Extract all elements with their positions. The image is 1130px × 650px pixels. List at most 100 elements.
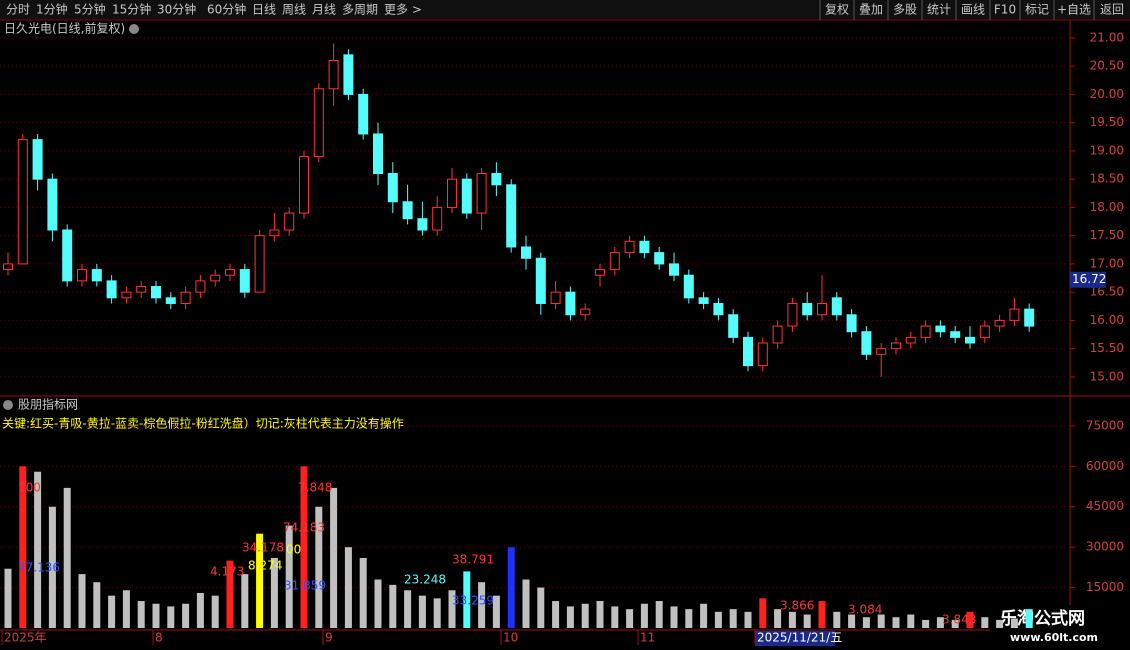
volume-bar xyxy=(78,574,86,628)
volume-bar xyxy=(522,579,530,628)
volume-bar xyxy=(63,487,71,628)
volume-bar xyxy=(34,471,42,628)
watermark-bg xyxy=(990,605,1115,647)
candle-body xyxy=(669,263,679,276)
bar-annotation: 3.843 xyxy=(942,613,976,627)
y-tick-label: 15.00 xyxy=(1090,369,1124,383)
volume-bar xyxy=(655,601,663,628)
indicator-title: 股朋指标网 xyxy=(18,397,78,412)
volume-bar xyxy=(182,603,190,628)
volume-bar xyxy=(4,568,12,628)
volume-bar xyxy=(330,487,338,628)
toolbar-tab[interactable]: 月线 xyxy=(312,3,336,17)
volume-bar xyxy=(759,598,767,628)
candle-body xyxy=(1009,308,1020,321)
volume-bar xyxy=(270,557,278,628)
candle-body xyxy=(728,314,739,338)
candle-body xyxy=(151,286,161,299)
volume-bar xyxy=(1010,618,1018,628)
candle-body xyxy=(950,331,961,338)
toolbar-button[interactable]: 叠加 xyxy=(859,3,883,17)
candle-body xyxy=(979,325,990,338)
candle-body xyxy=(609,252,620,271)
y-tick-label: 19.00 xyxy=(1090,143,1124,157)
title-dropdown[interactable] xyxy=(129,24,139,34)
bar-annotation: 38.791 xyxy=(452,553,494,567)
y-tick-label: 21.00 xyxy=(1090,30,1124,44)
volume-bar xyxy=(507,547,515,628)
toolbar-button[interactable]: 画线 xyxy=(961,3,985,17)
candle-body xyxy=(210,274,221,282)
toolbar-button[interactable]: 复权 xyxy=(825,3,849,17)
candle-body xyxy=(491,173,502,186)
toolbar-tab[interactable]: 30分钟 xyxy=(157,2,196,17)
x-tick-label: 10 xyxy=(503,631,518,645)
candle-body xyxy=(313,88,324,158)
toolbar-tab[interactable]: 多周期 xyxy=(342,3,378,17)
y-tick-label: 30000 xyxy=(1086,540,1124,554)
volume-bar xyxy=(196,592,204,628)
toolbar-button[interactable]: F10 xyxy=(994,3,1016,17)
toolbar-tab[interactable]: 5分钟 xyxy=(74,2,106,17)
volume-bar xyxy=(122,590,130,628)
volume-bar xyxy=(996,619,1004,628)
bar-annotation: 7.848 xyxy=(298,481,332,495)
toolbar-button[interactable]: 统计 xyxy=(927,3,951,17)
candle-body xyxy=(225,269,235,276)
y-tick-label: 19.50 xyxy=(1090,115,1124,129)
y-tick-label: 18.50 xyxy=(1090,172,1124,186)
volume-bar xyxy=(936,617,944,628)
toolbar-button[interactable]: 返回 xyxy=(1100,3,1124,17)
toolbar-tab[interactable]: 分时 xyxy=(6,3,30,17)
x-tick-label: 2025/11/21/五 xyxy=(757,631,842,645)
y-tick-label: 15000 xyxy=(1086,580,1124,594)
candle-body xyxy=(506,184,517,248)
volume-bar xyxy=(344,547,352,628)
watermark-url: www.60lt.com xyxy=(1010,631,1098,644)
candle-body xyxy=(402,201,413,220)
bar-annotation: 3.084 xyxy=(848,603,882,617)
indicator-dropdown[interactable] xyxy=(3,400,13,410)
toolbar-tab[interactable]: 15分钟 xyxy=(112,2,151,17)
candle-body xyxy=(994,319,1005,327)
candle-body xyxy=(461,178,472,214)
volume-bar xyxy=(685,609,693,628)
candle-body xyxy=(965,336,975,344)
volume-bar xyxy=(152,603,160,628)
bar-annotation: 00 xyxy=(286,543,301,557)
toolbar-button[interactable]: 标记 xyxy=(1025,3,1049,17)
toolbar-tab[interactable]: 日线 xyxy=(252,3,276,17)
candle-body xyxy=(121,291,132,299)
volume-bar xyxy=(256,533,264,628)
x-tick-label: 8 xyxy=(155,631,163,645)
candle-body xyxy=(432,206,443,231)
toolbar-tab[interactable]: 更多 > xyxy=(384,3,422,17)
candle-body xyxy=(639,240,650,254)
volume-bar xyxy=(167,606,175,628)
toolbar-tab[interactable]: 60分钟 xyxy=(207,2,246,17)
bar-annotation: 8.274 xyxy=(248,559,282,573)
candle-body xyxy=(1024,308,1035,327)
candle-body xyxy=(254,235,265,293)
y-tick-label: 20.00 xyxy=(1090,87,1124,101)
volume-bar xyxy=(951,619,959,628)
candle-body xyxy=(802,302,813,316)
toolbar-tab[interactable]: 1分钟 xyxy=(36,2,68,17)
volume-bar xyxy=(744,611,752,628)
volume-bar xyxy=(774,609,782,628)
candle-body xyxy=(846,314,857,333)
candle-body xyxy=(77,269,87,282)
date-highlight xyxy=(755,631,835,646)
candle-body xyxy=(165,297,176,304)
bar-annotation: 23.248 xyxy=(404,573,446,587)
toolbar-button[interactable]: 多股 xyxy=(893,3,917,17)
candle-body xyxy=(550,291,561,304)
y-tick-label: 75000 xyxy=(1086,418,1124,432)
toolbar-button[interactable]: +自选 xyxy=(1057,3,1091,17)
candle-body xyxy=(565,291,576,316)
y-tick-label: 17.00 xyxy=(1090,256,1124,270)
candle-body xyxy=(3,263,13,271)
candle-body xyxy=(343,54,354,95)
toolbar-tab[interactable]: 周线 xyxy=(282,3,306,17)
